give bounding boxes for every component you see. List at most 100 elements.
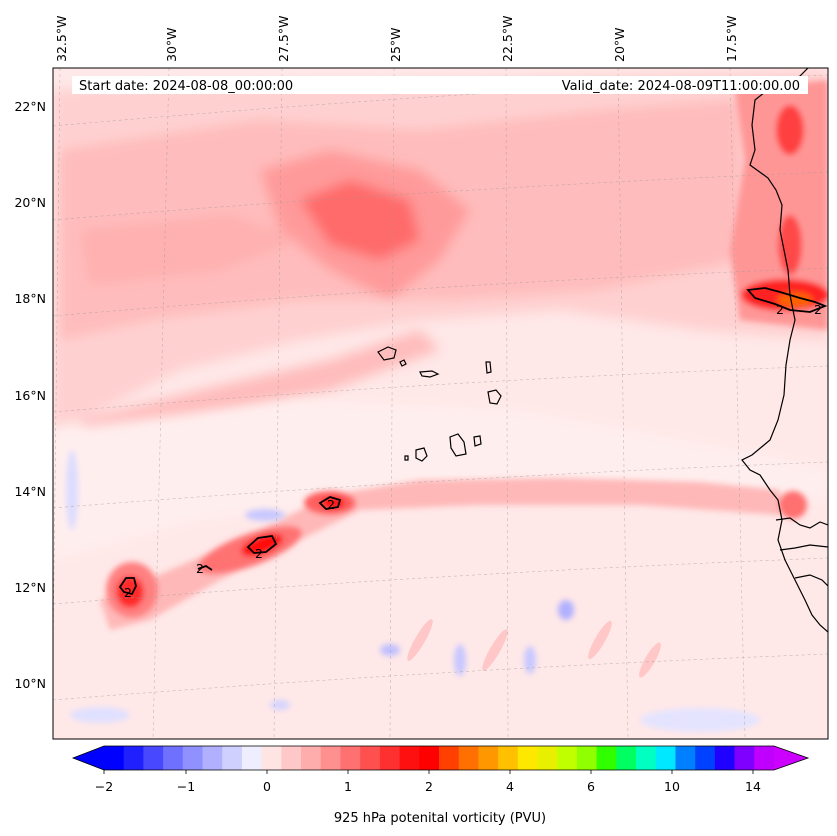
colorbar-swatch bbox=[202, 746, 223, 770]
contour-label: 2 bbox=[255, 546, 263, 561]
colorbar-swatch bbox=[301, 746, 322, 770]
pv-negative-patch bbox=[245, 509, 285, 521]
colorbar-tick-label: −2 bbox=[95, 779, 113, 794]
colorbar-swatch bbox=[754, 746, 775, 770]
colorbar-swatch bbox=[379, 746, 401, 770]
contour-labels: 2 2 2 2 2 2 bbox=[124, 302, 822, 600]
contour-label: 2 bbox=[327, 497, 335, 512]
longitude-labels: 32.5°W 30°W 27.5°W 25°W 22.5°W 20°W 17.5… bbox=[54, 16, 739, 62]
colorbar-swatch bbox=[182, 746, 204, 770]
colorbar-swatch bbox=[123, 746, 144, 770]
island-santo-antao bbox=[377, 346, 397, 361]
colorbar-extend-right bbox=[774, 746, 808, 770]
island-sao-vicente bbox=[399, 359, 407, 367]
lon-label: 30°W bbox=[164, 27, 179, 62]
contour-mid-small bbox=[197, 564, 213, 571]
meridian bbox=[729, 68, 746, 739]
pv-south-streak bbox=[482, 629, 508, 671]
colorbar-swatch bbox=[458, 746, 479, 770]
pv-negative-patch bbox=[270, 700, 290, 710]
colorbar-swatch bbox=[261, 746, 282, 770]
colorbar-tick-label: 1 bbox=[344, 779, 352, 794]
pv-central-core-inner bbox=[300, 180, 420, 260]
contour-label: 2 bbox=[776, 302, 784, 317]
parallel bbox=[53, 365, 828, 413]
pv-negative-patch bbox=[66, 450, 78, 530]
parallel bbox=[53, 557, 828, 605]
lon-label: 32.5°W bbox=[54, 16, 69, 62]
colorbar-swatch bbox=[576, 746, 598, 770]
lat-label: 22°N bbox=[14, 99, 46, 114]
pv-south-streak bbox=[407, 619, 433, 661]
colorbar-swatch bbox=[222, 746, 243, 770]
contour-label: 2 bbox=[814, 302, 822, 317]
colorbar-tick-label: −1 bbox=[177, 779, 195, 794]
lat-label: 16°N bbox=[14, 388, 46, 403]
lon-label: 27.5°W bbox=[276, 16, 291, 62]
pv-coastal-mid bbox=[778, 215, 802, 275]
colorbar-swatch bbox=[241, 746, 263, 770]
pv-western-streak bbox=[80, 215, 300, 285]
contours-2pvu bbox=[118, 287, 828, 596]
island-boa-vista bbox=[487, 389, 502, 405]
coastlines bbox=[741, 68, 828, 633]
island-fogo bbox=[415, 447, 428, 462]
colorbar-swatch bbox=[399, 746, 420, 770]
colorbar-swatch bbox=[163, 746, 184, 770]
latitude-labels: 22°N 20°N 18°N 16°N 14°N 12°N 10°N bbox=[14, 99, 46, 691]
colorbar-tick-label: 0 bbox=[263, 779, 271, 794]
colorbar-swatch bbox=[517, 746, 539, 770]
parallel bbox=[53, 653, 828, 701]
island-sal bbox=[485, 361, 492, 374]
lon-label: 22.5°W bbox=[500, 16, 515, 62]
parallel bbox=[53, 267, 828, 317]
pv-negative-patch bbox=[454, 644, 466, 676]
colorbar-swatch bbox=[636, 746, 657, 770]
colorbar-swatch bbox=[320, 746, 341, 770]
parallel bbox=[53, 461, 828, 509]
meridian bbox=[389, 68, 395, 739]
lon-label: 20°W bbox=[612, 27, 627, 62]
colorbar-swatch bbox=[478, 746, 499, 770]
meridian bbox=[152, 68, 170, 739]
colorbar-swatch bbox=[616, 746, 637, 770]
island-brava bbox=[404, 455, 409, 461]
lat-label: 12°N bbox=[14, 580, 46, 595]
map-frame bbox=[52, 67, 829, 740]
pv-coastal-blob bbox=[779, 491, 807, 519]
pv-south-streak bbox=[639, 642, 661, 678]
contour-west bbox=[118, 577, 137, 596]
colorbar: −2 −1 0 1 2 4 6 10 14 925 hPa potenital … bbox=[71, 745, 810, 826]
colorbar-tick-label: 4 bbox=[506, 779, 514, 794]
colorbar-tick-label: 6 bbox=[587, 779, 595, 794]
start-date-label: Start date: 2024-08-08_00:00:00 bbox=[79, 79, 293, 94]
contour-coastal bbox=[746, 287, 828, 313]
colorbar-swatch bbox=[439, 746, 460, 770]
lon-label: 17.5°W bbox=[724, 16, 739, 62]
contour-mid bbox=[246, 535, 278, 554]
contour-label: 2 bbox=[196, 561, 204, 576]
colorbar-label: 925 hPa potenital vorticity (PVU) bbox=[334, 811, 546, 826]
colorbar-swatch bbox=[596, 746, 617, 770]
pv-negative-patch bbox=[640, 708, 760, 732]
pv-coastal-north bbox=[776, 105, 804, 155]
pv-coastal-max bbox=[777, 292, 813, 308]
colorbar-tick-label: 10 bbox=[664, 779, 680, 794]
colorbar-swatch bbox=[104, 746, 125, 770]
pv-south-streak bbox=[588, 620, 612, 660]
meridian bbox=[505, 68, 509, 739]
colorbar-ticks bbox=[103, 770, 754, 774]
lat-label: 18°N bbox=[14, 291, 46, 306]
colorbar-tick-label: 14 bbox=[745, 779, 761, 794]
lat-label: 10°N bbox=[14, 676, 46, 691]
colorbar-swatch bbox=[734, 746, 755, 770]
island-santiago bbox=[449, 433, 467, 457]
meridian bbox=[617, 68, 629, 739]
lat-label: 20°N bbox=[14, 195, 46, 210]
colorbar-tick-labels: −2 −1 0 1 2 4 6 10 14 bbox=[95, 779, 761, 794]
island-sao-nicolau bbox=[419, 370, 440, 378]
colorbar-swatch bbox=[419, 746, 440, 770]
coastline-detail bbox=[794, 574, 828, 587]
contour-label: 2 bbox=[124, 585, 132, 600]
colorbar-swatch bbox=[537, 746, 558, 770]
